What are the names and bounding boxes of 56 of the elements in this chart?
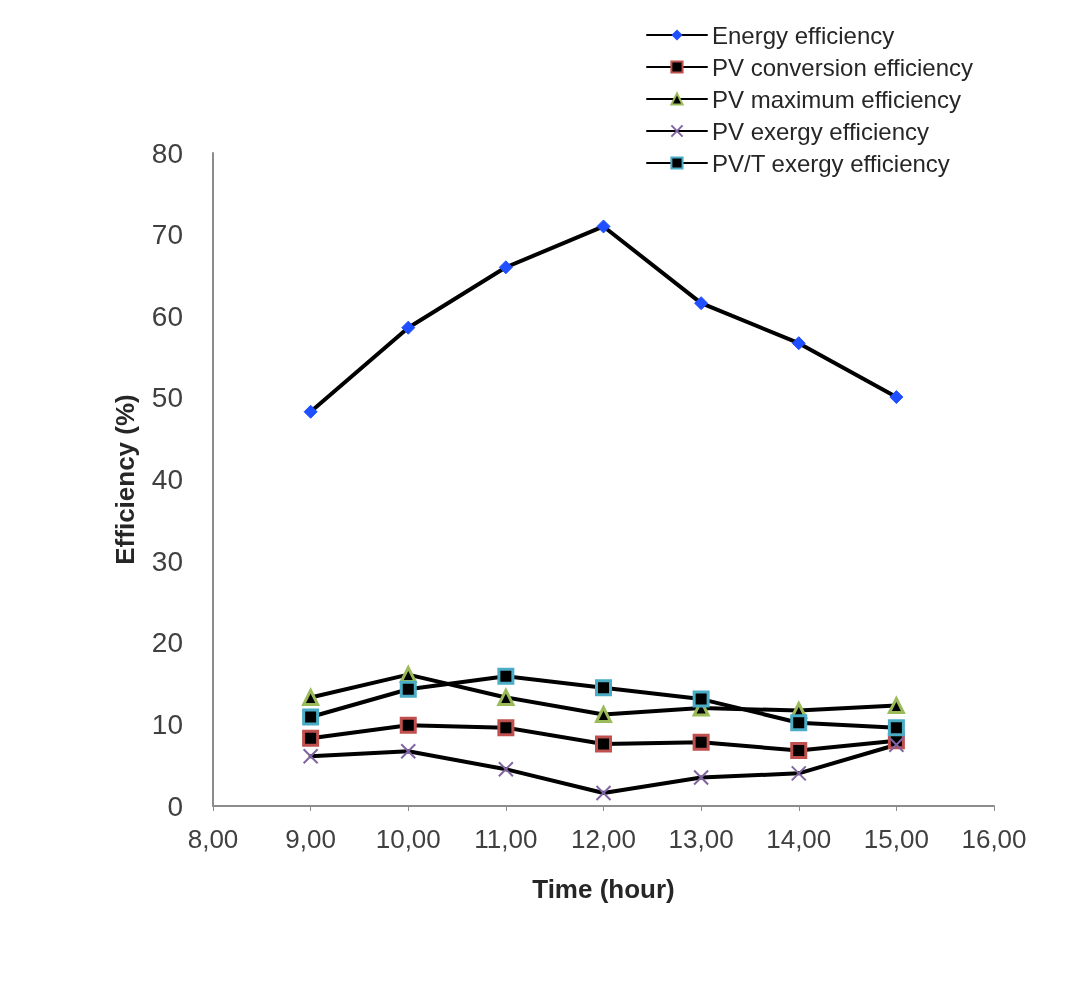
y-tick-label: 60 (151, 300, 183, 332)
point (790, 714, 808, 732)
x-tick-label: 13,00 (668, 824, 734, 854)
legend-label: PV exergy efficiency (711, 117, 929, 145)
legend-label: PV maximum efficiency (711, 85, 961, 113)
legend-label: PV conversion efficiency (711, 53, 974, 81)
point (497, 688, 515, 706)
y-tick-label: 40 (151, 464, 183, 495)
legend-label: Energy efficiency (711, 21, 895, 49)
x-tick-label: 10,00 (375, 824, 441, 854)
x-tick-label: 12,00 (570, 824, 637, 854)
point (498, 260, 513, 275)
point (887, 719, 905, 737)
point (694, 296, 709, 311)
x-axis-title: Time (hour) (532, 874, 675, 904)
point (887, 697, 905, 715)
y-tick-label: 0 (167, 790, 183, 822)
point (303, 404, 318, 419)
x-tick-label: 9,00 (285, 824, 336, 854)
point (497, 719, 515, 737)
y-tick-label: 50 (151, 382, 183, 414)
y-tick-label: 10 (151, 708, 183, 740)
point (889, 390, 904, 405)
x-tick-label: 11,00 (474, 824, 538, 854)
y-tick-label: 30 (151, 545, 183, 577)
point (595, 706, 612, 724)
x-tick-label: 14,00 (766, 824, 832, 854)
point (497, 667, 515, 685)
legend-label: PV/T exergy efficiency (711, 149, 950, 177)
point (596, 219, 611, 234)
point (401, 320, 416, 335)
point (791, 336, 806, 351)
point (595, 735, 612, 753)
point (497, 761, 514, 778)
y-tick-label: 70 (151, 219, 183, 251)
point (693, 769, 710, 786)
point (400, 743, 417, 760)
x-tick-label: 16,00 (961, 824, 1027, 854)
y-tick-label: 80 (151, 137, 183, 169)
point (790, 765, 807, 782)
point (399, 680, 417, 698)
y-tick-label: 20 (151, 627, 183, 659)
point (302, 708, 320, 726)
point (399, 716, 417, 734)
point (302, 729, 320, 747)
point (692, 690, 710, 708)
point (595, 784, 612, 801)
x-tick-label: 8,00 (187, 824, 239, 854)
point (888, 736, 905, 753)
y-axis-title: Efficiency (%) (110, 394, 140, 565)
point (595, 679, 612, 697)
point (790, 741, 808, 759)
x-tick-label: 15,00 (863, 824, 929, 854)
point (302, 688, 320, 706)
point (302, 748, 319, 765)
point (692, 733, 710, 751)
